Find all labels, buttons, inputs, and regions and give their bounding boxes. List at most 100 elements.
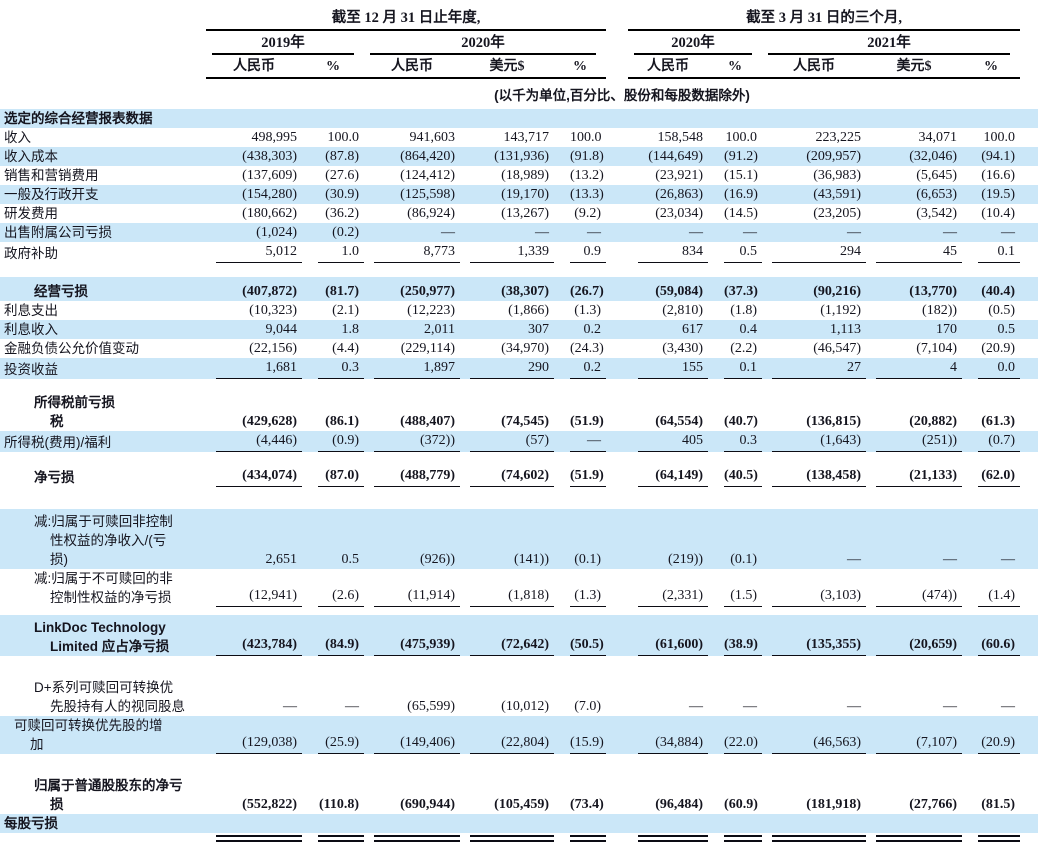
table-row: 净亏损 (434,074) (87.0) (488,779) (74,602) (51.9… — [0, 466, 1038, 487]
cell-value: (5,645) — [916, 168, 958, 183]
cell-value: 100.0 — [983, 130, 1016, 145]
financial-table: 截至 12 月 31 日止年度, 截至 3 月 31 日的三个月, 2019年 … — [0, 6, 1038, 842]
cell-value: (7,104) — [916, 341, 958, 356]
cell-value: (13.3) — [570, 187, 604, 202]
row-label: 利息支出 — [4, 303, 58, 318]
table-row: 利息收入 9,044 1.8 2,011 307 0.2 617 0.4 1,113 170 0.5 — [0, 320, 1038, 339]
cell-value: (182)) — [922, 303, 958, 318]
row-end-pad — [1020, 466, 1038, 487]
unit-note-row: (以千为单位,百分比、股份和每股数据除外) — [0, 83, 1038, 109]
cell-value: (23,034) — [655, 206, 704, 221]
spacer-row — [0, 607, 1038, 615]
row-label: 研发费用 — [4, 206, 58, 221]
cell-value: (6,653) — [916, 187, 958, 202]
row-end-pad — [1020, 204, 1038, 223]
col-header-rmb: 人民币 — [391, 59, 433, 74]
year-2021-q1: 2021年 — [768, 31, 1011, 55]
cell-value: (429,628) — [242, 414, 297, 429]
table-row: 研发费用 (180,662) (36.2) (86,924) (13,267) (9.2)… — [0, 204, 1038, 223]
cell-value: (1,866) — [508, 303, 549, 318]
cell-value: (136,815) — [806, 414, 862, 429]
row-label: 利息收入 — [4, 322, 58, 337]
table-row: 出售附属公司亏损 (1,024) (0.2) — — — — — — — — — [0, 223, 1038, 242]
cell-value: — — [689, 225, 704, 240]
cell-value: (1.8) — [730, 303, 758, 318]
cell-value: 155 — [628, 358, 709, 379]
cell-value: (26.7) — [570, 284, 604, 299]
col-header-usd: 美元$ — [489, 59, 525, 74]
cell-value: 0.5 — [997, 322, 1016, 337]
cell-value: (81.7) — [325, 284, 359, 299]
cell-value — [866, 833, 963, 842]
cell-value: (3,430) — [662, 341, 704, 356]
row-end-pad — [1020, 339, 1038, 358]
cell-value: (7.0) — [574, 699, 602, 714]
cell-value: (74,545) — [501, 414, 549, 429]
cell-value: 290 — [460, 358, 554, 379]
table-row: 收入成本 (438,303) (87.8) (864,420) (131,936) (91… — [0, 147, 1038, 166]
cell-value: (926)) — [420, 552, 455, 567]
row-end-pad — [1020, 147, 1038, 166]
col-header-usd: 美元$ — [896, 59, 932, 74]
cell-value: (40.7) — [724, 414, 758, 429]
cell-value: (250,977) — [400, 284, 455, 299]
cell-value: (19,170) — [501, 187, 549, 202]
cell-value: 617 — [682, 322, 704, 337]
row-end-pad — [1020, 358, 1038, 379]
table-row: 所得税(费用)/福利 (4,446) (0.9) (372)) (57) —405 0.3(… — [0, 431, 1038, 452]
cell-value: (65,599) — [407, 699, 455, 714]
cell-value: 498,995 — [251, 130, 298, 145]
cell-value — [302, 833, 364, 842]
cell-value: (0.1) — [730, 552, 758, 567]
table-header: 截至 12 月 31 日止年度, 截至 3 月 31 日的三个月, 2019年 … — [0, 6, 1038, 109]
cell-value: (3,542) — [916, 206, 958, 221]
table-row: 收入 498,995 100.0 941,603 143,717 100.0 158,548… — [0, 128, 1038, 147]
cell-value: (7,107) — [866, 716, 963, 754]
table-row: 金融负债公允价值变动 (22,156) (4.4) (229,114) (34,970)… — [0, 339, 1038, 358]
cell-value: (125,598) — [400, 187, 455, 202]
cell-value: 0.1 — [962, 242, 1021, 263]
cell-value: (26,863) — [655, 187, 704, 202]
cell-value — [708, 833, 763, 842]
cell-value — [708, 109, 762, 128]
cell-value: (0.2) — [332, 225, 359, 240]
table-row: 投资收益 1,681 0.3 1,897 290 0.2 155 0.1 27 4 0.0 — [0, 358, 1038, 379]
col-header-rmb: 人民币 — [233, 59, 275, 74]
spacer-row — [0, 263, 1038, 277]
table-row: LinkDoc Technology Limited 应占净亏损 (423,784)… — [0, 615, 1038, 656]
spacer-row — [0, 754, 1038, 776]
row-label: 减:归属于可赎回非控制 性权益的净收入/(亏 损) — [34, 514, 173, 567]
cell-value: (91.8) — [570, 149, 604, 164]
row-end-pad — [1020, 109, 1038, 128]
row-end-pad — [1020, 277, 1038, 301]
cell-value: (180,662) — [242, 206, 297, 221]
cell-value: 223,225 — [815, 130, 862, 145]
year-2020-fy: 2020年 — [370, 31, 597, 55]
row-label: 减:归属于不可赎回的非 控制性权益的净亏损 — [34, 571, 173, 605]
cell-value: (129,038) — [206, 716, 302, 754]
cell-value: (59,084) — [655, 284, 704, 299]
cell-value: (27,766) — [909, 797, 958, 812]
group-gap — [606, 776, 628, 814]
cell-value: (131,936) — [494, 149, 549, 164]
cell-value: (0.9) — [302, 431, 364, 452]
cell-value: (18,989) — [501, 168, 549, 183]
cell-value: (13.2) — [570, 168, 604, 183]
row-label: 金融负债公允价值变动 — [4, 341, 139, 356]
cell-value — [866, 814, 962, 833]
cell-value — [762, 833, 867, 842]
cell-value: 100.0 — [725, 130, 758, 145]
cell-value — [962, 833, 1021, 842]
cell-value: (20,882) — [909, 414, 958, 429]
row-label: 可赎回可转换优先股的增加 — [14, 718, 163, 752]
row-label: 所得税(费用)/福利 — [4, 435, 112, 450]
cell-value: (1,024) — [256, 225, 297, 240]
cell-value: 405 — [628, 431, 709, 452]
cell-value: (23,921) — [655, 168, 704, 183]
cell-value — [364, 109, 460, 128]
cell-value: (15.1) — [724, 168, 758, 183]
row-label — [0, 833, 206, 842]
cell-value: (4,446) — [206, 431, 302, 452]
cell-value: 5,012 — [206, 242, 302, 263]
cell-value: (38.9) — [708, 615, 763, 656]
